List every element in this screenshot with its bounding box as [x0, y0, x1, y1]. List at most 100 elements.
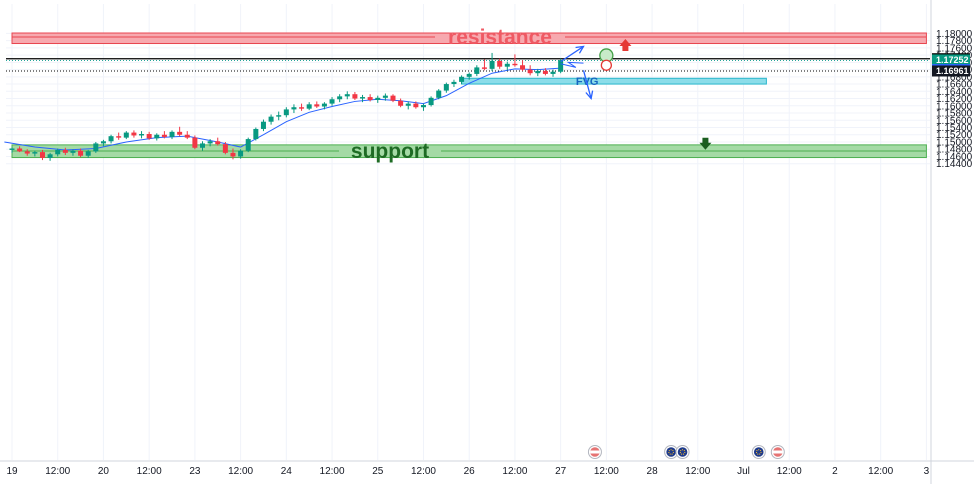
candle-body	[222, 144, 228, 153]
candles	[9, 52, 564, 161]
candle-down	[161, 131, 167, 139]
candle-down	[78, 148, 84, 158]
candle-down	[299, 103, 305, 111]
candle-up	[268, 114, 274, 125]
candle-body	[398, 100, 404, 106]
candle-body	[405, 103, 411, 106]
candle-body	[39, 152, 45, 158]
y-tick-label: 1.16600	[936, 80, 973, 91]
candle-up	[32, 150, 38, 157]
candle-down	[192, 135, 198, 150]
candle-body	[497, 60, 503, 67]
candle-body	[299, 107, 305, 109]
price-tag-1-16961	[932, 65, 970, 77]
y-tick-label: 1.14600	[936, 152, 973, 163]
resistance-zone	[11, 32, 927, 45]
candle-body	[451, 81, 457, 85]
candle-up	[200, 141, 205, 151]
candle-body	[466, 73, 472, 77]
candle-up	[9, 147, 15, 153]
x-tick-label: 20	[98, 466, 110, 477]
candle-down	[17, 146, 23, 153]
candle-body	[62, 149, 68, 153]
candle-down	[116, 132, 122, 140]
candle-down	[398, 98, 404, 108]
y-tick-label: 1.16200	[936, 94, 973, 105]
candle-body	[291, 107, 297, 110]
candle-up	[344, 91, 350, 100]
candle-body	[321, 103, 327, 107]
candle-body	[9, 148, 15, 150]
candle-up	[375, 95, 381, 103]
eu-flag-fill-icon	[666, 447, 676, 457]
candle-body	[443, 84, 449, 91]
x-tick-label: 27	[555, 466, 567, 477]
eu-flag-fill-icon	[753, 447, 764, 457]
candle-body	[527, 69, 533, 74]
projection-arrow-down-head	[585, 90, 594, 100]
x-tick-label: 12:00	[594, 466, 619, 477]
x-tick-label: 28	[647, 466, 659, 477]
x-tick-label: Jul	[737, 466, 750, 477]
candle-body	[108, 136, 114, 142]
candle-down	[230, 148, 236, 160]
candle-body	[245, 139, 251, 151]
candle-up	[428, 96, 434, 107]
x-tick-label: 12:00	[777, 466, 802, 477]
candle-up	[466, 72, 472, 80]
us-flag-stripe-icon	[590, 450, 600, 454]
red-up-arrow-icon	[619, 39, 632, 52]
x-tick-label: 12:00	[320, 466, 345, 477]
y-tick-label: 1.18000	[936, 29, 973, 40]
candle-down	[390, 94, 396, 103]
y-tick-label: 1.14400	[936, 159, 973, 170]
eu-flag-fill-icon	[677, 447, 688, 457]
candle-body	[360, 97, 366, 99]
candle-body	[200, 143, 205, 148]
y-tick-label: 1.15200	[936, 130, 973, 141]
candle-up	[306, 102, 312, 111]
candle-body	[382, 95, 388, 98]
candle-body	[352, 94, 358, 99]
moving-average-line	[4, 67, 561, 151]
candle-body	[337, 96, 343, 100]
eu-flag-stars-icon	[755, 449, 762, 455]
candle-down	[24, 149, 30, 156]
y-tick-label: 1.15000	[936, 137, 973, 148]
candle-body	[542, 71, 548, 74]
x-tick-label: 12:00	[685, 466, 710, 477]
candle-body	[93, 143, 99, 152]
candle-body	[550, 71, 556, 74]
candle-up	[443, 82, 449, 93]
x-tick-label: 19	[6, 466, 18, 477]
x-tick-label: 24	[281, 466, 293, 477]
candle-up	[55, 148, 61, 157]
candle-down	[215, 137, 221, 146]
candle-body	[558, 60, 564, 72]
candle-body	[123, 132, 129, 138]
x-tick-label: 12:00	[411, 466, 436, 477]
candle-body	[268, 116, 274, 122]
candle-body	[215, 141, 221, 145]
candle-up	[405, 101, 411, 110]
candle-down	[413, 101, 419, 109]
candle-down	[177, 126, 183, 137]
candle-up	[169, 130, 175, 140]
eu-flag-stars-icon	[668, 449, 674, 455]
support-label: support	[351, 140, 429, 163]
candle-body	[100, 141, 106, 144]
candle-down	[62, 147, 68, 156]
candle-body	[489, 60, 495, 69]
candle-down	[314, 101, 320, 108]
candle-up	[245, 137, 251, 153]
candle-body	[474, 67, 480, 74]
candle-down	[542, 68, 548, 76]
moving-average	[4, 67, 561, 151]
candle-up	[70, 149, 76, 156]
candle-body	[481, 67, 487, 69]
eu-flag-stars-icon	[679, 449, 686, 455]
candle-up	[321, 102, 327, 110]
